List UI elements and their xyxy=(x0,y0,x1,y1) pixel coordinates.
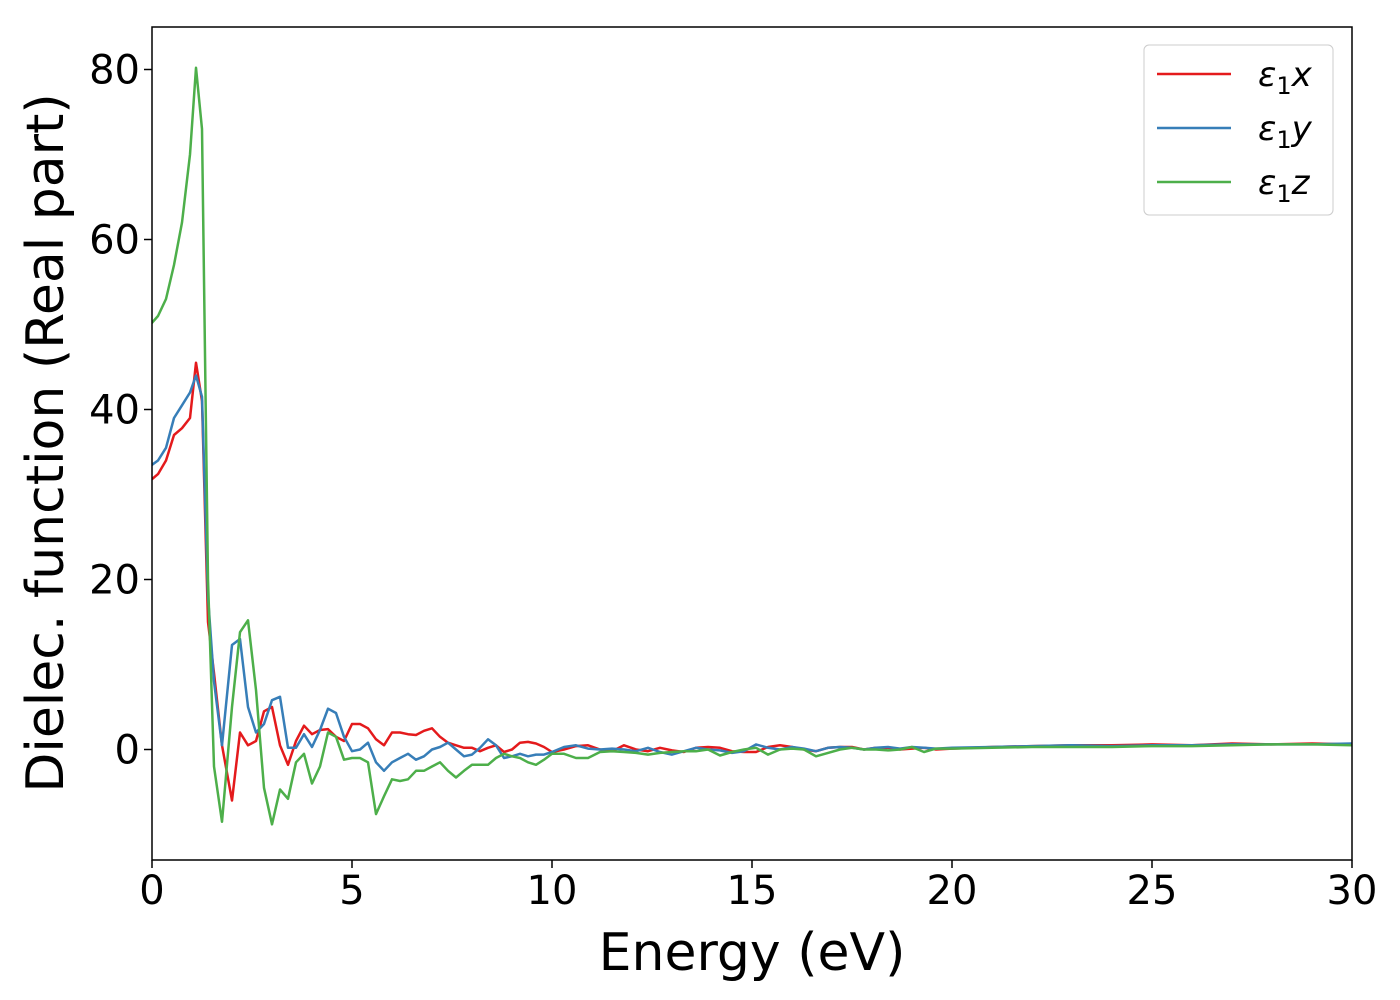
x-tick-label: 15 xyxy=(727,868,778,914)
legend-label-z: ε1z xyxy=(1258,163,1311,208)
y-tick-label: 60 xyxy=(89,218,140,264)
x-axis-label: Energy (eV) xyxy=(599,923,906,983)
legend-box xyxy=(1143,44,1334,216)
y-tick-label: 0 xyxy=(115,728,140,774)
legend: ε1x ε1y ε1z xyxy=(1143,44,1334,216)
x-tick-label: 30 xyxy=(1327,868,1378,914)
y-tick-label: 20 xyxy=(89,558,140,604)
series-line-z xyxy=(152,66,1352,826)
y-axis-label: Dielec. function (Real part) xyxy=(16,93,76,792)
x-tick-label: 10 xyxy=(527,868,578,914)
y-tick-label: 80 xyxy=(89,48,140,94)
x-axis: 0 5 10 15 20 25 30 xyxy=(139,860,1377,914)
legend-label-y: ε1y xyxy=(1258,109,1313,154)
legend-label-x: ε1x xyxy=(1258,55,1313,100)
x-tick-label: 25 xyxy=(1127,868,1178,914)
series-layer xyxy=(152,66,1352,826)
y-axis: 0 20 40 60 80 xyxy=(89,48,152,774)
x-tick-label: 0 xyxy=(139,868,164,914)
x-tick-label: 5 xyxy=(339,868,364,914)
series-line-y xyxy=(152,374,1352,773)
y-tick-label: 40 xyxy=(89,388,140,434)
x-tick-label: 20 xyxy=(927,868,978,914)
